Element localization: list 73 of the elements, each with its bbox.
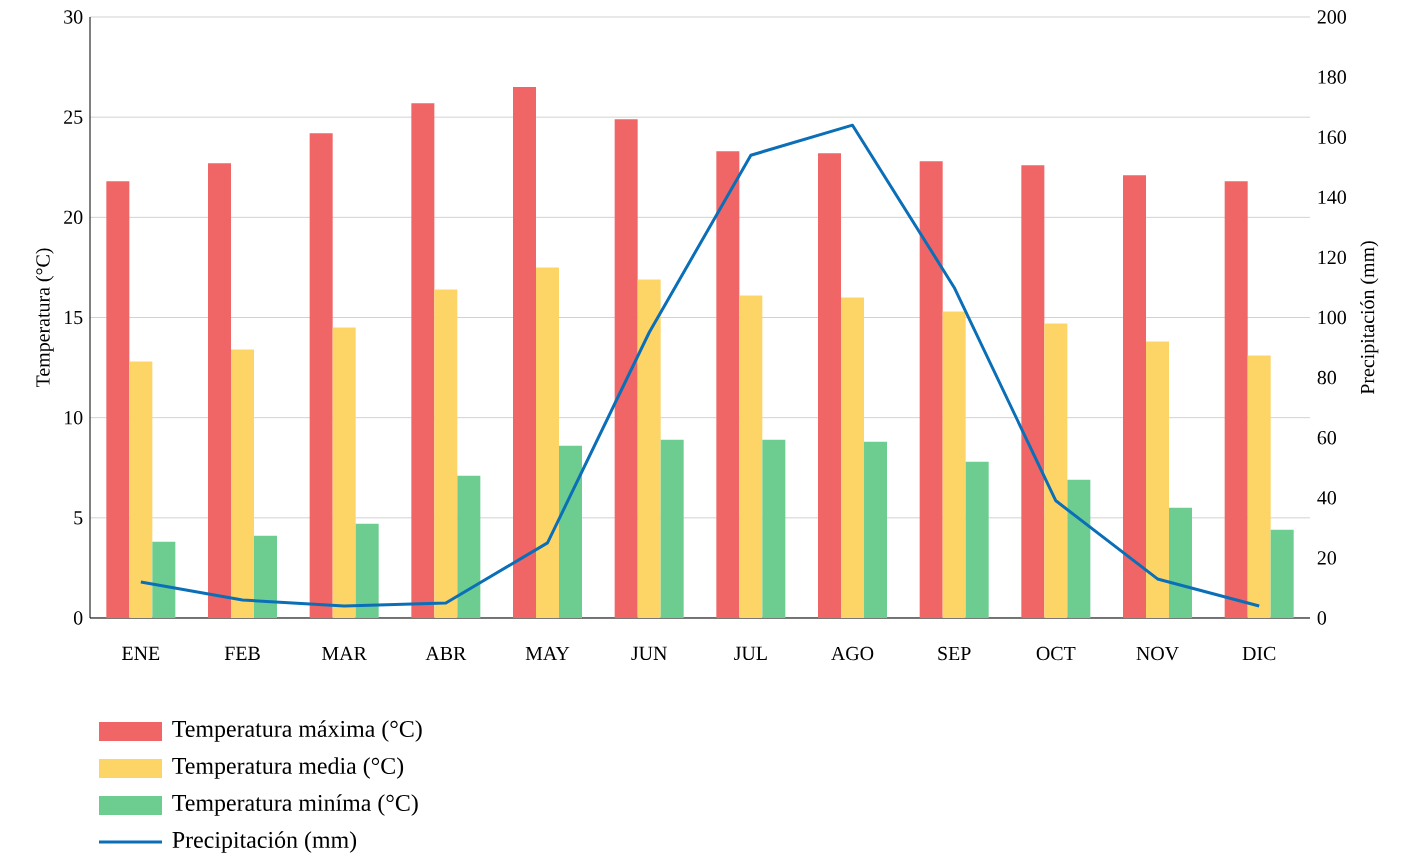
bar <box>434 289 458 619</box>
line-series <box>139 123 1261 608</box>
y-tick-label: 20 <box>64 210 83 225</box>
bar <box>1021 165 1045 619</box>
x-tick-label: ENE <box>122 647 160 661</box>
x-tick-label: JUL <box>734 647 767 661</box>
bar <box>965 461 989 619</box>
bar <box>716 151 740 619</box>
y-tick-label: 0 <box>73 611 83 625</box>
x-tick-label: SEP <box>938 647 971 661</box>
y-tick-label: 15 <box>64 311 83 325</box>
y2-tick-label: 180 <box>1318 70 1346 85</box>
y2-tick-label: 200 <box>1317 10 1346 24</box>
x-tick-label: ABR <box>425 647 467 661</box>
y2-axis-title: Precipitación (mm) <box>1360 241 1379 395</box>
x-tick-label: JUN <box>631 647 667 661</box>
x-tick-label: FEB <box>224 647 260 661</box>
bar <box>1044 323 1068 619</box>
bar <box>1123 175 1147 619</box>
bar <box>762 439 786 619</box>
x-tick-label: NOV <box>1136 647 1179 661</box>
legend-label: Temperatura media (°C) <box>172 757 404 780</box>
bar <box>818 153 842 619</box>
y2-tick-label: 140 <box>1318 190 1346 205</box>
bar <box>841 297 865 619</box>
y-tick-label: 25 <box>64 110 83 125</box>
legend-label: Temperatura máxima (°C) <box>172 720 422 743</box>
legend-label: Temperatura miníma (°C) <box>172 794 418 817</box>
bar <box>231 349 254 619</box>
y2-tick-label: 20 <box>1317 551 1337 565</box>
y2-tick-label: 0 <box>1317 611 1327 625</box>
x-tick-label: AGO <box>831 647 874 661</box>
y2-tick-label: 120 <box>1318 250 1346 265</box>
bar <box>129 361 153 619</box>
bar <box>1270 530 1294 619</box>
bar <box>660 439 684 619</box>
y-tick-label: 5 <box>74 511 83 525</box>
bar <box>254 536 277 619</box>
legend-label: Precipitación (mm) <box>172 831 357 854</box>
bar <box>309 133 333 619</box>
bar <box>739 295 763 619</box>
bar <box>864 441 888 619</box>
bar <box>1146 341 1170 619</box>
y2-tick-label: 160 <box>1318 130 1346 145</box>
bar <box>332 327 356 619</box>
x-tick-label: OCT <box>1036 647 1076 661</box>
x-tick-label: DIC <box>1242 647 1276 661</box>
bar <box>1169 508 1193 619</box>
bar <box>411 103 435 619</box>
y2-tick-label: 100 <box>1318 311 1346 325</box>
bar <box>208 163 231 619</box>
bar <box>536 267 559 619</box>
bar <box>614 119 638 619</box>
y-tick-label: 30 <box>64 10 83 24</box>
y2-tick-label: 80 <box>1317 371 1337 385</box>
bar <box>1224 181 1248 619</box>
y-tick-label: 10 <box>64 411 83 425</box>
x-tick-label: MAR <box>322 647 367 661</box>
bar <box>559 445 582 619</box>
x-tick-label: MAY <box>525 647 570 661</box>
bar <box>1067 480 1091 619</box>
bar <box>152 542 176 619</box>
bar <box>919 161 943 619</box>
y2-tick-label: 60 <box>1317 431 1337 445</box>
y2-tick-label: 40 <box>1317 491 1337 505</box>
bar <box>457 476 481 619</box>
bar <box>942 311 966 619</box>
bar <box>513 87 536 619</box>
bar <box>1247 355 1271 619</box>
bar <box>355 524 379 619</box>
bar <box>106 181 130 619</box>
y-axis-title: Temperatura (°C) <box>35 248 54 388</box>
bar <box>637 279 661 619</box>
